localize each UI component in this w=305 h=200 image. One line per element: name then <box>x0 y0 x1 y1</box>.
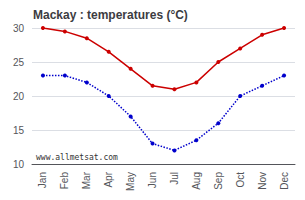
svg-text:15: 15 <box>13 125 25 136</box>
svg-text:Jul: Jul <box>169 172 180 185</box>
svg-text:Jun: Jun <box>147 172 158 188</box>
svg-text:Nov: Nov <box>257 172 268 190</box>
svg-text:20: 20 <box>13 91 25 102</box>
svg-text:Feb: Feb <box>59 172 70 190</box>
svg-text:Oct: Oct <box>235 172 246 188</box>
svg-text:Aug: Aug <box>191 172 202 190</box>
svg-text:Apr: Apr <box>103 171 114 187</box>
svg-text:30: 30 <box>13 23 25 34</box>
svg-text:Jan: Jan <box>37 172 48 188</box>
svg-text:25: 25 <box>13 57 25 68</box>
svg-text:www.allmetsat.com: www.allmetsat.com <box>36 153 118 162</box>
svg-text:10: 10 <box>13 159 25 170</box>
svg-text:Sep: Sep <box>213 172 224 190</box>
svg-text:May: May <box>125 172 136 191</box>
svg-text:Dec: Dec <box>279 172 290 190</box>
svg-text:Mar: Mar <box>81 171 92 189</box>
svg-text:Mackay : temperatures (°C): Mackay : temperatures (°C) <box>33 8 188 22</box>
